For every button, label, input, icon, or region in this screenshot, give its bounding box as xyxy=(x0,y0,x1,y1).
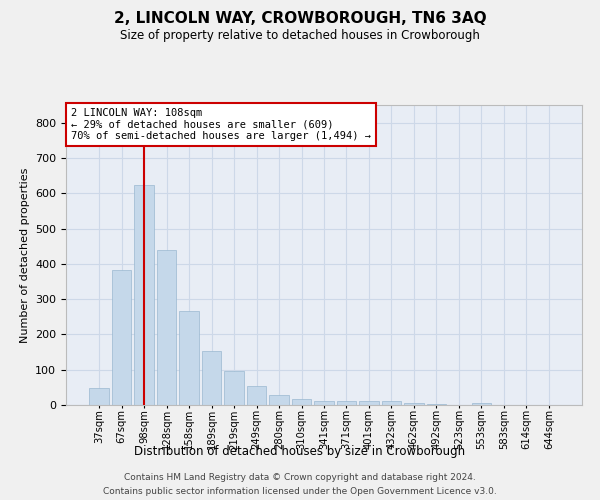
Bar xyxy=(89,388,109,405)
Y-axis label: Number of detached properties: Number of detached properties xyxy=(20,168,29,342)
Bar xyxy=(314,402,334,405)
Text: 2 LINCOLN WAY: 108sqm
← 29% of detached houses are smaller (609)
70% of semi-det: 2 LINCOLN WAY: 108sqm ← 29% of detached … xyxy=(71,108,371,141)
Bar xyxy=(202,352,221,405)
Bar xyxy=(472,402,491,405)
Bar xyxy=(427,404,446,405)
Bar xyxy=(112,270,131,405)
Bar xyxy=(382,401,401,405)
Bar xyxy=(224,372,244,405)
Text: 2, LINCOLN WAY, CROWBOROUGH, TN6 3AQ: 2, LINCOLN WAY, CROWBOROUGH, TN6 3AQ xyxy=(113,11,487,26)
Bar xyxy=(134,186,154,405)
Bar xyxy=(359,402,379,405)
Bar xyxy=(292,399,311,405)
Bar xyxy=(269,395,289,405)
Bar xyxy=(247,386,266,405)
Text: Contains public sector information licensed under the Open Government Licence v3: Contains public sector information licen… xyxy=(103,486,497,496)
Text: Distribution of detached houses by size in Crowborough: Distribution of detached houses by size … xyxy=(134,446,466,458)
Bar xyxy=(179,312,199,405)
Text: Contains HM Land Registry data © Crown copyright and database right 2024.: Contains HM Land Registry data © Crown c… xyxy=(124,472,476,482)
Text: Size of property relative to detached houses in Crowborough: Size of property relative to detached ho… xyxy=(120,28,480,42)
Bar xyxy=(157,250,176,405)
Bar xyxy=(404,403,424,405)
Bar xyxy=(337,402,356,405)
